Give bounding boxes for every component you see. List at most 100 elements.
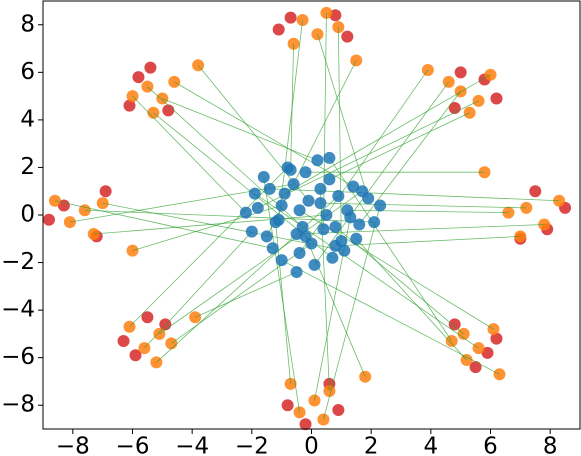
point <box>296 220 309 233</box>
point <box>281 399 294 412</box>
point <box>278 187 291 200</box>
point <box>326 251 339 264</box>
link-line <box>278 19 303 220</box>
link-line <box>102 202 345 252</box>
x-tick-label: −2 <box>235 434 269 456</box>
point <box>320 209 333 221</box>
y-tick-label: 2 <box>20 154 35 180</box>
point <box>329 220 342 233</box>
point <box>126 244 139 257</box>
point <box>344 211 357 224</box>
point <box>275 199 288 212</box>
point <box>162 104 175 117</box>
point <box>281 161 294 174</box>
link-line <box>320 202 527 209</box>
point <box>448 318 461 331</box>
point <box>314 182 327 195</box>
point <box>311 154 324 167</box>
link-line <box>284 74 491 194</box>
point <box>454 66 467 79</box>
point <box>502 206 515 219</box>
link-line <box>263 176 300 413</box>
link-line <box>323 205 381 420</box>
x-tick-label: 8 <box>543 434 558 456</box>
point <box>308 258 321 271</box>
point <box>257 170 270 183</box>
link-line <box>335 236 521 247</box>
point <box>275 254 288 267</box>
point <box>117 335 130 348</box>
point <box>99 185 112 198</box>
link-line <box>174 81 354 187</box>
link-line <box>144 231 253 349</box>
link-line <box>314 81 450 266</box>
link-line <box>320 188 330 391</box>
y-tick-label: −8 <box>1 392 35 418</box>
point <box>338 244 351 257</box>
point <box>239 206 252 219</box>
point <box>245 225 258 238</box>
point <box>490 92 503 105</box>
point <box>490 332 503 345</box>
point <box>317 223 330 236</box>
point <box>269 216 282 229</box>
point <box>248 187 261 200</box>
link-line <box>197 64 309 201</box>
link-line <box>337 27 342 242</box>
point <box>347 180 360 193</box>
point <box>272 23 285 36</box>
point <box>350 232 363 245</box>
point <box>42 213 55 226</box>
point <box>123 99 136 112</box>
point <box>341 30 354 43</box>
y-tick-label: 4 <box>20 106 35 132</box>
point <box>129 349 142 362</box>
x-tick-label: 6 <box>483 434 498 456</box>
x-tick-label: −4 <box>175 434 209 456</box>
point <box>299 230 312 243</box>
x-tick-label: 4 <box>424 434 439 456</box>
point <box>284 11 297 24</box>
point <box>132 71 145 84</box>
y-tick-label: −6 <box>1 344 35 370</box>
link-line <box>329 112 470 180</box>
point <box>529 185 542 198</box>
point <box>144 61 157 74</box>
link-line <box>93 214 327 235</box>
point <box>266 242 279 255</box>
y-tick-label: −4 <box>1 297 35 323</box>
point <box>368 216 381 229</box>
link-line <box>129 167 288 328</box>
link-line <box>156 195 339 363</box>
link-line <box>254 193 479 349</box>
link-line <box>347 209 509 214</box>
point <box>263 182 276 195</box>
plot-frame <box>42 0 581 430</box>
point <box>469 361 482 374</box>
point <box>57 199 70 212</box>
point <box>293 204 306 217</box>
point <box>293 247 306 260</box>
point <box>287 178 300 191</box>
point <box>323 151 336 164</box>
point <box>332 189 345 202</box>
x-tick-label: −8 <box>56 434 90 456</box>
y-tick-label: −2 <box>1 249 35 275</box>
point <box>353 218 366 231</box>
link-line <box>281 259 500 375</box>
point <box>299 418 312 431</box>
point <box>290 266 303 279</box>
link-line <box>54 200 273 249</box>
point <box>314 197 327 210</box>
point <box>374 199 387 212</box>
point <box>323 173 336 186</box>
point <box>356 185 369 198</box>
point <box>260 230 273 243</box>
link-line <box>323 12 327 230</box>
point <box>332 403 345 416</box>
point <box>299 166 312 179</box>
point <box>335 235 348 248</box>
point <box>302 194 315 207</box>
